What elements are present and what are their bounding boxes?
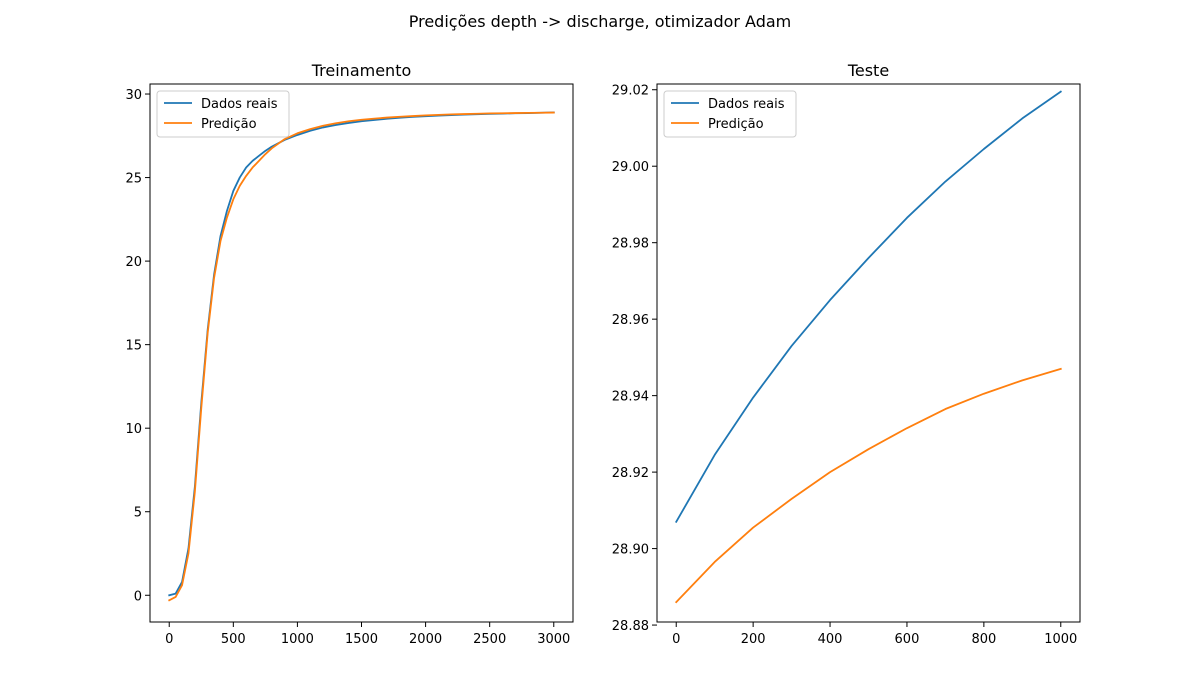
train-x-tick-label: 500 [221,632,246,647]
test-x-tick-label: 1000 [1044,632,1077,647]
train-x-tick-label: 1000 [281,632,314,647]
test-x-tick-label: 200 [741,632,766,647]
test-x-tick-label: 600 [895,632,920,647]
test-y-tick-label: 28.96 [612,313,649,328]
train-title: Treinamento [311,61,412,80]
train-x-tick-label: 0 [165,632,173,647]
test-x-tick-label: 0 [672,632,680,647]
test-title: Teste [847,61,889,80]
test-x-tick-label: 800 [971,632,996,647]
figure-suptitle: Predições depth -> discharge, otimizador… [409,12,792,31]
test-y-tick-label: 29.00 [612,160,649,175]
train-legend-label-predicao: Predição [201,117,257,132]
test-y-tick-label: 28.88 [612,619,649,634]
train-y-tick-label: 15 [125,339,142,354]
test-chart: Teste 0 200 400 600 800 1000 28.88 28.90 28.92 28.… [612,61,1081,647]
test-y-tick-label: 28.90 [612,543,649,558]
train-x-tick-label: 2000 [409,632,442,647]
test-legend-label-predicao: Predição [708,117,764,132]
test-legend-label-dados-reais: Dados reais [708,97,785,112]
train-y-tick-label: 10 [125,422,142,437]
test-y-tick-label: 28.94 [612,390,649,405]
test-y-tick-label: 28.92 [612,466,649,481]
test-y-tick-label: 28.98 [612,237,649,252]
test-series-predicao-line [674,367,1062,604]
train-y-tick-label: 0 [134,589,142,604]
train-y-tick-label: 5 [134,506,142,521]
train-y-tick-label: 25 [125,172,142,187]
train-x-tick-label: 3000 [537,632,570,647]
test-y-tick-label: 29.02 [612,84,649,99]
train-y-tick-label: 30 [125,88,142,103]
test-axes-background [657,84,1080,622]
train-chart: Treinamento 0 500 1000 1500 2000 2500 3000 0 5 10 1… [125,61,574,647]
train-x-tick-label: 1500 [345,632,378,647]
train-legend-label-dados-reais: Dados reais [201,97,278,112]
test-x-tick-label: 400 [818,632,843,647]
train-series-predicao-line [168,111,555,602]
train-x-tick-label: 2500 [473,632,506,647]
train-axes-background [150,84,573,622]
test-series-dados-reais-line [675,90,1063,524]
train-y-tick-label: 20 [125,255,142,270]
test-axes-frame [656,83,1081,623]
